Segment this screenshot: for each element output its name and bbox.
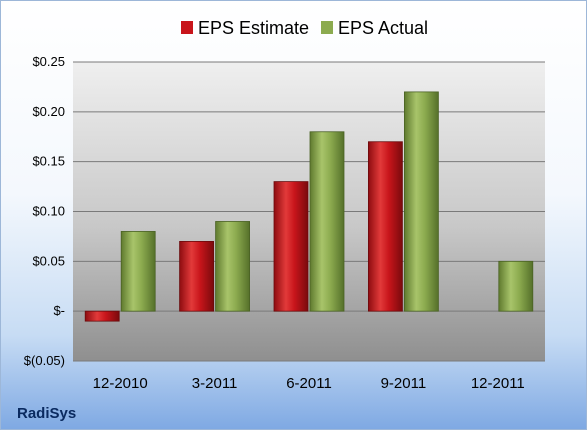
bar-eps-actual-12-2010 xyxy=(120,231,156,312)
legend: EPS Estimate EPS Actual xyxy=(181,18,428,38)
y-tick-label: $0.25 xyxy=(32,54,65,69)
bar-eps-estimate-3-2011 xyxy=(179,240,215,312)
x-category-label: 12-2010 xyxy=(93,375,148,392)
x-category-label: 6-2011 xyxy=(286,375,332,392)
x-category-label: 9-2011 xyxy=(381,375,427,392)
legend-label: EPS Estimate xyxy=(198,18,309,38)
company-name: RadiSys xyxy=(17,405,76,422)
x-category-label: 12-2011 xyxy=(471,375,525,392)
y-axis-ticks: $0.25 $0.20 $0.15 $0.10 $0.05 $- $(0.05) xyxy=(24,54,65,368)
y-tick-label: $- xyxy=(53,303,65,318)
bar-eps-estimate-9-2011 xyxy=(367,141,403,312)
bar-eps-actual-3-2011 xyxy=(215,221,251,312)
gridlines xyxy=(73,61,545,362)
bar-eps-estimate-12-2010 xyxy=(84,310,120,322)
legend-swatch-eps-actual xyxy=(321,21,333,34)
bar-eps-actual-12-2011 xyxy=(498,260,534,312)
y-tick-label: $0.10 xyxy=(32,204,65,219)
bars xyxy=(84,91,534,322)
y-tick-label: $0.15 xyxy=(32,154,65,169)
y-tick-label: $0.20 xyxy=(32,104,65,119)
legend-swatch-eps-estimate xyxy=(181,21,193,34)
x-axis-categories: 12-2010 3-2011 6-2011 9-2011 12-2011 xyxy=(93,375,525,392)
bar-eps-actual-6-2011 xyxy=(309,131,345,312)
x-category-label: 3-2011 xyxy=(192,375,238,392)
bar-eps-estimate-6-2011 xyxy=(273,181,309,312)
y-tick-label: $(0.05) xyxy=(24,353,65,368)
legend-label: EPS Actual xyxy=(338,18,428,38)
y-tick-label: $0.05 xyxy=(32,253,65,268)
bar-eps-actual-9-2011 xyxy=(403,91,439,312)
